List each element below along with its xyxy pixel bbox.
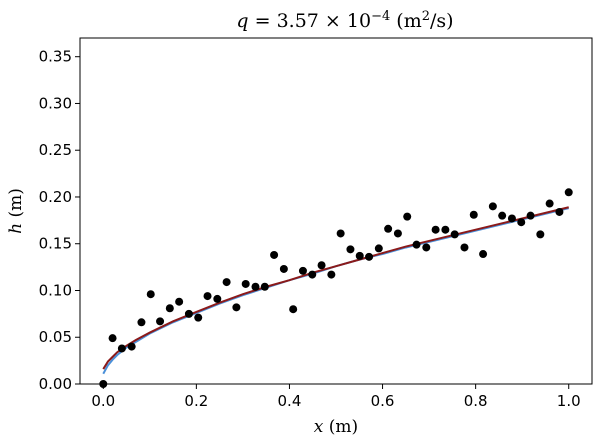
- data-point: [526, 211, 535, 220]
- data-point: [184, 309, 193, 318]
- data-point: [431, 225, 440, 234]
- y-tick-label: 0.15: [39, 235, 72, 253]
- y-tick-label: 0.10: [39, 281, 72, 299]
- title-exponent: −4: [371, 9, 390, 24]
- x-tick-label: 0.2: [184, 392, 208, 410]
- data-point: [479, 250, 488, 259]
- fit-curve-1: [102, 207, 569, 375]
- data-point: [365, 252, 374, 261]
- chart-title: q = 3.57 × 10−4 (m2/s): [236, 9, 453, 33]
- y-axis-ticks: 0.00 0.05 0.10 0.15 0.20 0.25 0.30 0.35: [39, 48, 80, 393]
- data-point: [222, 278, 231, 287]
- data-point: [422, 243, 431, 252]
- data-point: [127, 342, 136, 351]
- title-unit-close: /s): [430, 10, 454, 32]
- plot-frame: [79, 37, 593, 385]
- x-axis-ticks: 0.0 0.2 0.4 0.6 0.8 1.0: [91, 384, 581, 410]
- data-point: [260, 282, 269, 291]
- fit-curve-2: [102, 206, 569, 370]
- title-unit-open: (m: [390, 10, 421, 32]
- x-tick-label: 0.0: [91, 392, 115, 410]
- data-points: [99, 188, 573, 388]
- data-point: [289, 305, 298, 314]
- title-variable: q: [236, 10, 248, 32]
- data-point: [251, 282, 260, 291]
- y-axis-label: h (m): [6, 188, 26, 234]
- data-point: [517, 218, 526, 227]
- data-point: [555, 207, 564, 216]
- data-point: [327, 270, 336, 279]
- data-point: [117, 344, 126, 353]
- data-point: [317, 261, 326, 270]
- data-point: [298, 266, 307, 275]
- data-point: [203, 292, 212, 301]
- data-point: [213, 294, 222, 303]
- data-point: [137, 318, 146, 327]
- data-point: [156, 317, 165, 326]
- data-point: [488, 202, 497, 211]
- data-point: [536, 230, 545, 239]
- data-point: [279, 264, 288, 273]
- data-point: [441, 225, 450, 234]
- x-tick-label: 0.6: [371, 392, 395, 410]
- x-tick-label: 1.0: [557, 392, 581, 410]
- data-point: [460, 243, 469, 252]
- data-point: [384, 224, 393, 233]
- title-equation: = 3.57 × 10: [249, 10, 371, 32]
- data-point: [564, 188, 573, 197]
- data-point: [336, 229, 345, 238]
- data-point: [450, 230, 459, 239]
- data-point: [507, 214, 516, 223]
- y-tick-label: 0.00: [39, 375, 72, 393]
- data-point: [108, 334, 117, 343]
- data-point: [241, 279, 250, 288]
- data-point: [165, 304, 174, 313]
- title-unit-exponent: 2: [422, 9, 430, 24]
- y-tick-label: 0.05: [39, 328, 72, 346]
- data-point: [308, 270, 317, 279]
- data-point: [403, 212, 412, 221]
- data-point: [355, 251, 364, 260]
- data-point: [270, 250, 279, 259]
- y-tick-label: 0.35: [39, 48, 72, 66]
- y-tick-label: 0.20: [39, 188, 72, 206]
- data-point: [146, 290, 155, 299]
- x-tick-label: 0.4: [278, 392, 302, 410]
- data-point: [175, 297, 184, 306]
- data-point: [374, 244, 383, 253]
- x-tick-label: 0.8: [464, 392, 488, 410]
- data-point: [346, 245, 355, 254]
- data-point: [545, 199, 554, 208]
- data-point: [232, 303, 241, 312]
- data-point: [393, 229, 402, 238]
- data-point: [99, 380, 108, 388]
- data-point: [194, 313, 203, 322]
- y-tick-label: 0.30: [39, 94, 72, 112]
- x-axis-label: x (m): [314, 417, 358, 437]
- data-point: [498, 211, 507, 220]
- fit-curves: [102, 206, 569, 375]
- data-point: [469, 210, 478, 219]
- y-tick-label: 0.25: [39, 141, 72, 159]
- data-point: [412, 240, 421, 249]
